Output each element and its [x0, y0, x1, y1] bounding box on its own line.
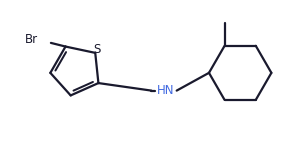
- Text: HN: HN: [157, 84, 175, 97]
- Text: Br: Br: [25, 33, 38, 46]
- Text: S: S: [94, 43, 101, 56]
